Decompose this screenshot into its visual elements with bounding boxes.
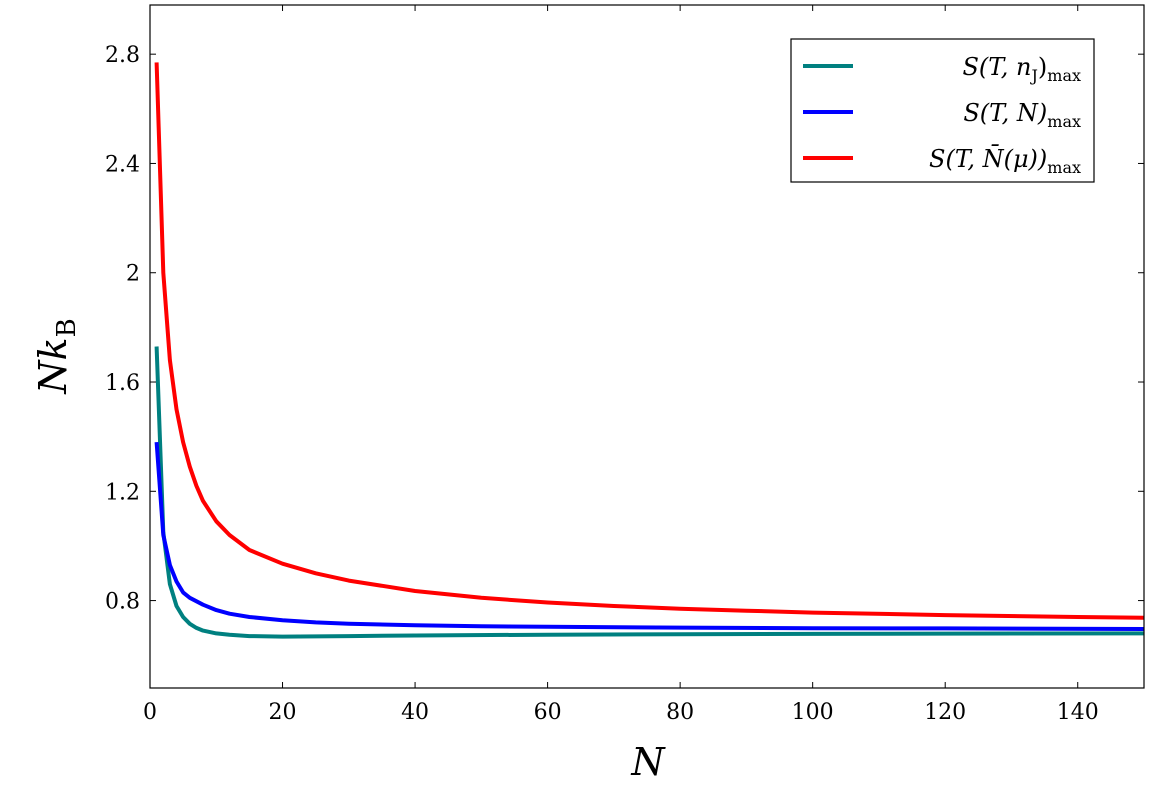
y-axis-ticks: 0.8 1.2 1.6 2 2.4 2.8	[105, 43, 1144, 615]
legend-label-2: S(T, N)max	[963, 99, 1081, 131]
series-line-3	[154, 62, 1144, 620]
x-tick-label: 120	[924, 700, 966, 725]
legend: S(T, nJ)max S(T, N)max S(T, N̄(μ))max	[790, 38, 1095, 183]
y-tick-label: 1.2	[105, 480, 140, 505]
y-tick-label: 1.6	[105, 371, 140, 396]
series-line-1	[154, 346, 1144, 639]
legend-items: S(T, nJ)max S(T, N)max S(T, N̄(μ))max	[803, 53, 1081, 177]
y-axis-title-sub: B	[52, 318, 82, 337]
x-tick-label: 60	[534, 700, 562, 725]
y-tick-label: 0.8	[105, 590, 140, 615]
x-tick-label: 140	[1057, 700, 1099, 725]
x-tick-label: 100	[792, 700, 834, 725]
plot-frame	[149, 4, 1145, 689]
legend-label-3: S(T, N̄(μ))max	[929, 145, 1081, 177]
y-tick-label: 2.8	[105, 43, 140, 68]
y-axis-title: NkB	[31, 318, 82, 394]
x-tick-label: 40	[401, 700, 429, 725]
x-axis-title: N	[630, 740, 666, 784]
legend-label-1: S(T, nJ)max	[962, 53, 1081, 85]
x-tick-label: 0	[143, 700, 157, 725]
y-tick-label: 2	[126, 262, 140, 287]
plot-lines	[154, 62, 1144, 639]
x-tick-label: 80	[666, 700, 694, 725]
series-line-2	[154, 441, 1144, 631]
y-tick-label: 2.4	[105, 152, 140, 177]
x-tick-label: 20	[269, 700, 297, 725]
y-axis-title-main: Nk	[31, 337, 75, 394]
x-axis-ticks: 0 20 40 60 80 100 120 140	[143, 5, 1099, 725]
